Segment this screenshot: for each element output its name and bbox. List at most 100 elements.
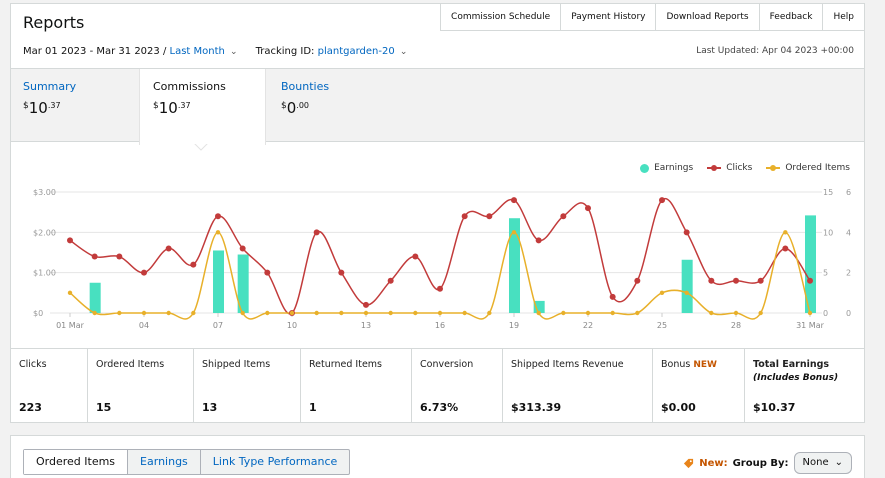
group-by-label: Group By: [732, 457, 789, 469]
ordered-items-point [536, 310, 541, 316]
stat-clicks: Clicks 223 [19, 359, 47, 414]
ordered-items-point [339, 310, 344, 316]
tab-bounties-amount: $0.00 [281, 99, 310, 117]
ordered-items-point [117, 310, 122, 316]
date-range-selector[interactable]: Mar 01 2023 - Mar 31 2023 / Last Month ⌄ [23, 46, 238, 57]
y-right-tick-label: 0 [846, 309, 851, 318]
x-tick-label: 04 [139, 321, 149, 330]
x-tick-label: 19 [509, 321, 519, 330]
legend-clicks[interactable]: Clicks [707, 163, 752, 173]
clicks-point [412, 253, 419, 260]
clicks-point [338, 269, 345, 276]
reports-card: Reports Commission Schedule Payment Hist… [10, 3, 865, 423]
tracking-id-selector[interactable]: Tracking ID: plantgarden-20 ⌄ [256, 46, 408, 57]
y-mid-tick-label: 10 [823, 228, 833, 237]
ordered-items-point [240, 310, 245, 316]
filter-row: Mar 01 2023 - Mar 31 2023 / Last Month ⌄… [23, 46, 407, 57]
ordered-items-point [511, 230, 517, 235]
period-link[interactable]: Last Month [169, 46, 225, 57]
clicks-point [634, 277, 641, 284]
ordered-line-icon [766, 164, 781, 172]
clicks-point [165, 245, 172, 252]
segment-earnings[interactable]: Earnings [127, 450, 200, 474]
legend-earnings[interactable]: Earnings [640, 163, 693, 173]
x-tick-label: 16 [435, 321, 445, 330]
ordered-items-point [659, 290, 665, 296]
group-by-select[interactable]: None ⌄ [793, 452, 852, 474]
clicks-point [239, 245, 246, 252]
new-tag-icon [684, 458, 694, 468]
stat-ordered-items: Ordered Items 15 [87, 349, 193, 423]
ordered-items-point [635, 310, 640, 316]
clicks-point [585, 205, 591, 212]
tracking-label: Tracking ID: [255, 46, 315, 57]
nav-download-reports[interactable]: Download Reports [655, 4, 758, 30]
segment-link-type-performance[interactable]: Link Type Performance [199, 450, 350, 474]
report-type-selector: Ordered Items Earnings Link Type Perform… [23, 449, 351, 475]
new-badge: NEW [693, 360, 717, 370]
earnings-bar [533, 300, 545, 313]
stat-total-earnings: Total Earnings (Includes Bonus) $10.37 [744, 349, 864, 423]
nav-help[interactable]: Help [822, 4, 864, 30]
ordered-items-point [388, 310, 393, 316]
clicks-point [91, 253, 98, 260]
x-tick-label: 25 [657, 321, 667, 330]
ordered-items-point [141, 310, 147, 316]
segment-ordered-items[interactable]: Ordered Items [24, 450, 128, 474]
clicks-point [116, 253, 123, 260]
chevron-down-icon: ⌄ [399, 47, 408, 57]
chevron-down-icon: ⌄ [834, 457, 843, 468]
ordered-items-point [215, 230, 221, 235]
clicks-point [659, 197, 665, 204]
x-tick-label: 07 [213, 321, 223, 330]
ordered-items-point [191, 310, 196, 316]
tab-commissions-amount: $10.37 [153, 99, 191, 117]
y-right-tick-label: 6 [846, 188, 851, 197]
x-tick-label: 01 Mar [56, 321, 85, 330]
clicks-point [67, 237, 73, 244]
tab-commissions[interactable]: Commissions $10.37 [139, 69, 266, 145]
ordered-items-point [684, 290, 689, 296]
earnings-bar [681, 259, 693, 313]
clicks-point [708, 277, 715, 284]
ordered-items-point [733, 310, 739, 316]
earnings-chart: $0 0 0 $1.00 5 2 $2.00 10 4 $3.00 15 6 01 Mar 04 07 10 1… [33, 188, 851, 330]
ordered-items-point [437, 310, 443, 316]
ordered-items-point [67, 290, 73, 296]
clicks-point [683, 229, 690, 236]
tab-summary-label: Summary [23, 80, 77, 93]
ordered-items-point [92, 310, 97, 316]
y-left-tick-label: $2.00 [33, 228, 56, 237]
tab-summary[interactable]: Summary $10.37 [23, 69, 133, 143]
clicks-point [264, 269, 271, 276]
last-updated: Last Updated: Apr 04 2023 +00:00 [696, 46, 854, 56]
nav-commission-schedule[interactable]: Commission Schedule [451, 12, 551, 22]
y-left-tick-label: $0 [33, 309, 43, 318]
earnings-bar [805, 215, 816, 313]
clicks-point [733, 277, 739, 284]
earnings-bar [509, 218, 520, 313]
ordered-items-point [462, 310, 467, 316]
stat-returned-items: Returned Items 1 [300, 349, 411, 423]
clicks-point [190, 261, 197, 268]
clicks-point [782, 245, 789, 252]
ordered-items-line [69, 231, 811, 320]
clicks-point [757, 277, 764, 284]
earnings-bar [89, 282, 101, 313]
legend-ordered-items[interactable]: Ordered Items [766, 163, 850, 173]
date-range-text: Mar 01 2023 - Mar 31 2023 / [23, 46, 167, 57]
active-tab-pointer [194, 143, 208, 151]
clicks-point [461, 213, 468, 220]
tab-bounties[interactable]: Bounties $0.00 [281, 69, 391, 143]
clicks-line-icon [707, 164, 722, 172]
nav-feedback[interactable]: Feedback [758, 4, 823, 30]
x-tick-label: 10 [287, 321, 297, 330]
tracking-id-value[interactable]: plantgarden-20 [317, 46, 395, 57]
ordered-items-point [487, 310, 492, 316]
x-tick-label: 13 [361, 321, 371, 330]
clicks-point [807, 277, 813, 284]
clicks-point [363, 301, 369, 308]
clicks-point [511, 197, 517, 204]
nav-payment-history[interactable]: Payment History [560, 4, 655, 30]
tab-bounties-label: Bounties [281, 80, 330, 93]
